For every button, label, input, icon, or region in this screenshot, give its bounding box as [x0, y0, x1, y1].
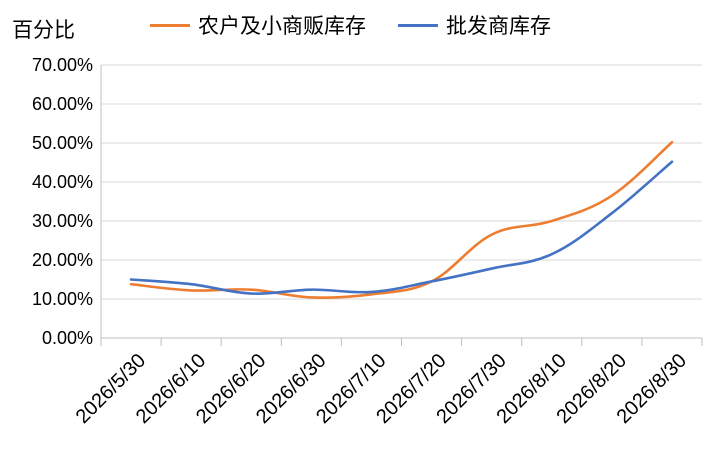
y-tick-label: 0.00%: [42, 328, 93, 348]
y-tick-label: 30.00%: [32, 211, 93, 231]
legend-item-series-2: 批发商库存: [398, 10, 551, 40]
y-tick-label: 40.00%: [32, 172, 93, 192]
y-tick-label: 60.00%: [32, 94, 93, 114]
legend: 农户及小商贩库存 批发商库存: [150, 10, 583, 40]
y-tick-label: 10.00%: [32, 289, 93, 309]
y-tick-label: 50.00%: [32, 133, 93, 153]
legend-item-series-1: 农户及小商贩库存: [150, 10, 366, 40]
legend-swatch-series-1: [150, 23, 190, 27]
series-line-1: [129, 140, 674, 300]
legend-label-series-1: 农户及小商贩库存: [198, 14, 366, 38]
y-tick-label: 20.00%: [32, 250, 93, 270]
legend-swatch-series-2: [398, 23, 438, 27]
y-axis-title: 百分比: [12, 18, 75, 42]
y-tick-label: 70.00%: [32, 55, 93, 75]
series-line-2: [129, 160, 674, 295]
legend-label-series-2: 批发商库存: [446, 14, 551, 38]
